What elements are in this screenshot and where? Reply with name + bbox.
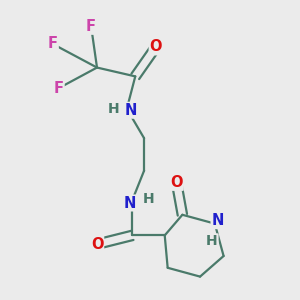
Text: O: O (91, 237, 103, 252)
Text: N: N (212, 213, 224, 228)
Text: N: N (125, 103, 137, 118)
Text: O: O (170, 175, 183, 190)
Text: H: H (107, 102, 119, 116)
Text: O: O (150, 39, 162, 54)
Text: F: F (86, 19, 96, 34)
Text: F: F (48, 37, 58, 52)
Text: F: F (54, 81, 64, 96)
Text: H: H (206, 234, 218, 248)
Text: N: N (123, 196, 136, 211)
Text: H: H (143, 192, 154, 206)
